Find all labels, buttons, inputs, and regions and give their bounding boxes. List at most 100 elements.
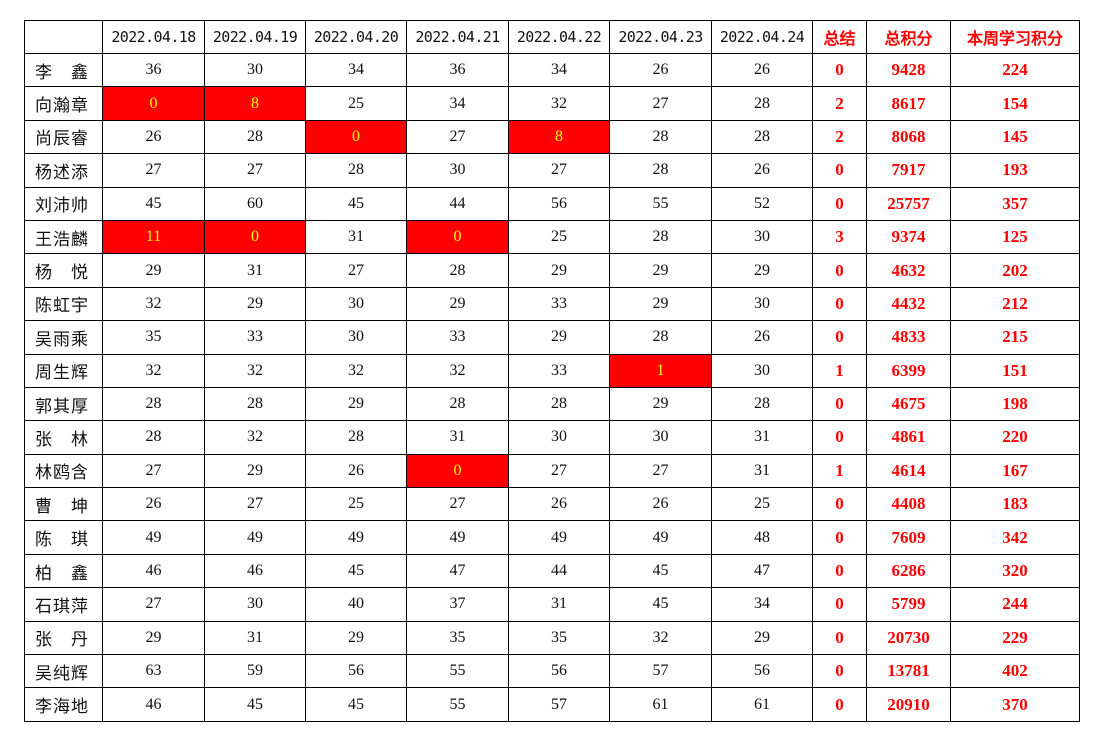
summary-cell: 0 [812,654,867,689]
score-cell: 30 [305,320,407,355]
table-row: 吴雨乘 35 33 30 33 29 28 26 0 4833 215 [24,320,1080,355]
student-name: 向瀚章 [35,96,88,117]
score-cell: 45 [102,186,205,221]
score-cell: 49 [406,520,509,555]
weekly-points-cell: 244 [950,587,1080,622]
score-cell: 27 [406,119,509,155]
summary-cell: 0 [812,587,867,622]
score-cell: 30 [204,52,306,88]
score-cell: 46 [102,553,205,589]
student-name: 刘沛帅 [35,196,88,217]
score-cell: 55 [406,687,509,722]
summary-cell: 0 [812,186,867,221]
summary-cell: 1 [812,453,867,489]
score-cell: 45 [305,186,407,221]
score-cell: 28 [609,119,712,155]
score-cell-highlighted: 1 [609,353,712,388]
score-cell-highlighted: 11 [102,219,205,255]
score-cell-highlighted: 0 [204,219,306,255]
table-row: 石琪萍 27 30 40 37 31 45 34 0 5799 244 [24,587,1080,622]
name-cell: 王浩麟 [24,219,103,255]
student-name: 陈琪 [35,530,88,551]
weekly-points-cell: 125 [950,219,1080,255]
score-cell: 27 [102,453,205,489]
total-points-cell: 13781 [866,654,951,689]
total-points-cell: 25757 [866,186,951,221]
score-cell: 26 [102,487,205,522]
score-cell: 28 [406,386,509,422]
summary-cell: 0 [812,553,867,589]
weekly-points-cell: 151 [950,353,1080,388]
score-cell: 31 [406,420,509,455]
table-row: 杨述添 27 27 28 30 27 28 26 0 7917 193 [24,153,1080,188]
weekly-points-cell: 212 [950,286,1080,322]
student-name: 林鸥含 [35,463,88,484]
header-date: 2022.04.18 [102,20,205,54]
score-cell: 28 [102,420,205,455]
score-cell: 46 [102,687,205,722]
summary-cell: 0 [812,320,867,355]
score-cell: 26 [609,52,712,88]
student-name: 柏鑫 [35,563,88,584]
score-cell: 26 [609,487,712,522]
table-row: 柏鑫 46 46 45 47 44 45 47 0 6286 320 [24,553,1080,589]
total-points-cell: 4861 [866,420,951,455]
total-points-cell: 4432 [866,286,951,322]
score-cell: 56 [305,654,407,689]
score-cell: 46 [204,553,306,589]
score-cell: 49 [508,520,610,555]
score-cell: 25 [305,86,407,121]
score-cell: 29 [102,253,205,288]
score-cell: 31 [711,453,813,489]
table-row: 陈琪 49 49 49 49 49 49 48 0 7609 342 [24,520,1080,555]
name-cell: 石琪萍 [24,587,103,622]
weekly-points-cell: 193 [950,153,1080,188]
header-row: 2022.04.18 2022.04.19 2022.04.20 2022.04… [24,20,1080,54]
score-cell: 28 [406,253,509,288]
score-cell: 31 [508,587,610,622]
score-cell: 61 [711,687,813,722]
score-cell: 29 [508,253,610,288]
total-points-cell: 20910 [866,687,951,722]
score-cell: 61 [609,687,712,722]
table-row: 周生辉 32 32 32 32 33 1 30 1 6399 151 [24,353,1080,388]
student-name: 吴纯辉 [35,663,88,684]
total-points-cell: 6286 [866,553,951,589]
score-cell: 29 [204,286,306,322]
name-cell: 杨悦 [24,253,103,288]
weekly-points-cell: 224 [950,52,1080,88]
summary-cell: 0 [812,620,867,656]
total-points-cell: 4675 [866,386,951,422]
score-cell: 48 [711,520,813,555]
score-cell: 26 [508,487,610,522]
score-cell: 32 [102,286,205,322]
score-cell: 35 [508,620,610,656]
student-name: 李鑫 [35,62,88,83]
score-cell: 29 [711,620,813,656]
header-summary: 总结 [812,20,867,54]
score-cell: 27 [204,487,306,522]
header-date: 2022.04.24 [711,20,813,54]
weekly-points-cell: 357 [950,186,1080,221]
score-cell: 33 [406,320,509,355]
score-cell: 31 [204,253,306,288]
table-row: 尚辰睿 26 28 0 27 8 28 28 2 8068 145 [24,119,1080,155]
table-row: 刘沛帅 45 60 45 44 56 55 52 0 25757 357 [24,186,1080,221]
score-cell: 29 [204,453,306,489]
score-cell: 34 [406,86,509,121]
total-points-cell: 6399 [866,353,951,388]
score-cell: 45 [305,687,407,722]
weekly-points-cell: 154 [950,86,1080,121]
score-cell: 33 [508,353,610,388]
score-cell: 56 [711,654,813,689]
score-cell: 25 [711,487,813,522]
score-cell: 33 [508,286,610,322]
table-row: 郭其厚 28 28 29 28 28 29 28 0 4675 198 [24,386,1080,422]
summary-cell: 0 [812,420,867,455]
summary-cell: 1 [812,353,867,388]
score-cell: 49 [305,520,407,555]
score-cell: 36 [102,52,205,88]
score-cell: 29 [305,386,407,422]
score-cell: 27 [406,487,509,522]
score-cell: 29 [102,620,205,656]
